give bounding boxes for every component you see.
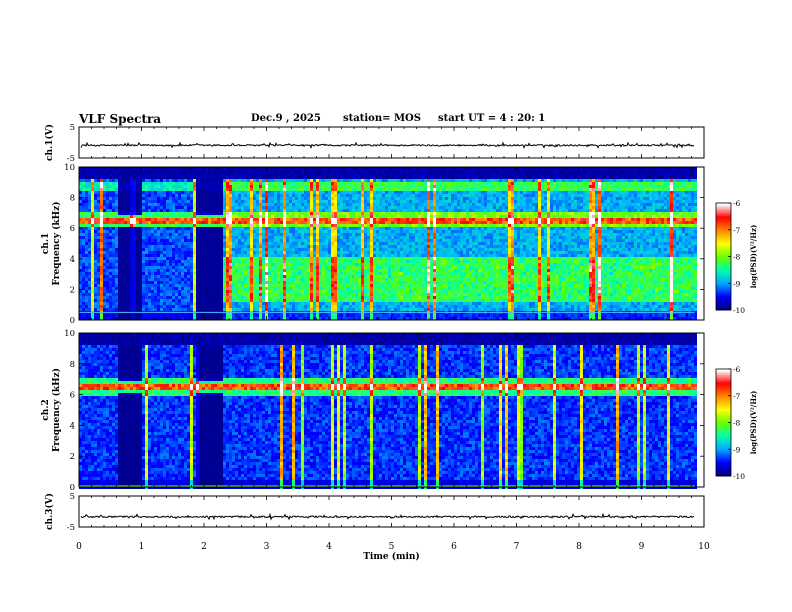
panel-2 — [78, 166, 732, 321]
x-tick-label: 8 — [576, 542, 582, 552]
station-label: station= MOS — [343, 113, 421, 124]
x-tick-label: 4 — [326, 542, 332, 552]
colorbar-tick-label: -9 — [733, 279, 741, 288]
y-tick-label: 0 — [70, 316, 75, 326]
colorbar-label: log(PSD)(V²/Hz) — [749, 225, 758, 289]
y-tick-label: 4 — [70, 421, 75, 431]
colorbar-tick-label: -10 — [733, 472, 745, 481]
x-tick-label: 6 — [451, 542, 457, 552]
y-tick-label: 6 — [70, 224, 75, 234]
x-tick-label: 5 — [389, 542, 395, 552]
spectrogram-cells — [79, 167, 697, 320]
x-tick-label: 9 — [639, 542, 645, 552]
y-axis-label: ch.1(V) — [44, 124, 55, 161]
x-tick-label: 10 — [698, 542, 710, 552]
y-tick-label: 2 — [70, 452, 75, 462]
panel-1 — [78, 126, 705, 159]
x-tick-label: 2 — [201, 542, 207, 552]
y-tick-label: 5 — [70, 492, 75, 502]
x-tick-label: 0 — [76, 542, 82, 552]
colorbar-tick-label: -8 — [733, 419, 741, 428]
x-tick-label: 3 — [264, 542, 270, 552]
x-tick-label: 7 — [514, 542, 520, 552]
waveform-trace — [80, 141, 695, 150]
colorbar-tick-label: -8 — [733, 253, 741, 262]
y-tick-label: 8 — [70, 360, 75, 370]
panel-4 — [78, 495, 705, 528]
y-tick-label: 8 — [70, 194, 75, 204]
waveform-trace — [80, 512, 695, 521]
date-label: Dec.9 , 2025 — [251, 113, 321, 124]
colorbar-tick-label: -7 — [733, 392, 741, 401]
y-axis-label: ch.1 — [41, 233, 51, 254]
panel-3 — [78, 332, 732, 489]
y-tick-label: 10 — [64, 163, 75, 173]
panel-frame — [78, 495, 705, 528]
y-tick-label: 5 — [70, 123, 75, 133]
y-axis-label: ch.2 — [41, 399, 51, 420]
y-tick-label: 2 — [70, 285, 75, 295]
colorbar — [715, 368, 732, 477]
y-axis-label: Frequency (kHz) — [51, 368, 62, 452]
start-ut-label: start UT = 4 : 20: 1 — [438, 113, 545, 124]
colorbar — [715, 202, 732, 311]
y-tick-label: 6 — [70, 391, 75, 401]
x-tick-label: 1 — [139, 542, 145, 552]
panel-frame — [78, 126, 705, 159]
figure-title: VLF Spectra — [79, 112, 161, 126]
spectrogram-cells — [79, 333, 697, 489]
y-tick-label: 4 — [70, 255, 75, 265]
y-tick-label: 10 — [64, 329, 75, 339]
colorbar-tick-label: -9 — [733, 445, 741, 454]
colorbar-tick-label: -6 — [733, 199, 741, 208]
x-axis-label: Time (min) — [363, 551, 420, 562]
colorbar-tick-label: -10 — [733, 306, 745, 315]
colorbar-tick-label: -6 — [733, 365, 741, 374]
colorbar-label: log(PSD)(V²/Hz) — [749, 391, 758, 455]
colorbar-tick-label: -7 — [733, 226, 741, 235]
y-axis-label: Frequency (kHz) — [51, 201, 62, 285]
y-tick-label: -5 — [67, 523, 75, 533]
y-axis-label: ch.3(V) — [44, 493, 55, 530]
y-tick-label: 0 — [70, 483, 75, 493]
y-tick-label: -5 — [67, 154, 75, 164]
